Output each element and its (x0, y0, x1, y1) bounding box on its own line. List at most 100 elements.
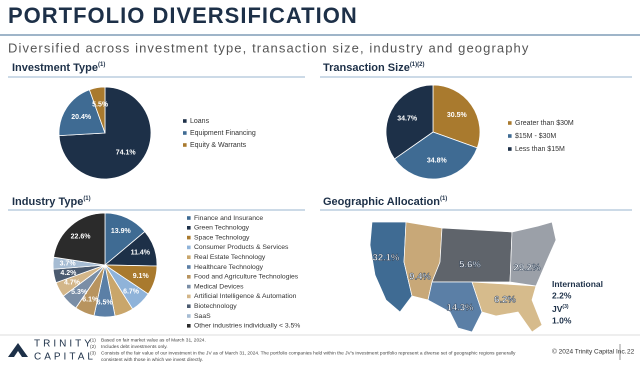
legend-label: Greater than $30M (515, 120, 574, 127)
extra-name: International (552, 279, 603, 289)
region-label: 14.3% (447, 303, 474, 314)
slice-label: 20.4% (71, 114, 92, 121)
copyright: © 2024 Trinity Capital Inc. (552, 348, 627, 356)
slice-label: 22.6% (71, 233, 92, 240)
legend-label: Loans (190, 118, 210, 125)
section-title: Industry Type(1) (12, 196, 91, 208)
pie-slice (393, 131, 478, 180)
legend-swatch (187, 255, 191, 259)
extra-note: (3) (562, 304, 568, 310)
section-title: Transaction Size(1)(2) (323, 62, 424, 74)
legend-label: Healthcare Technology (194, 264, 264, 271)
map-region (431, 227, 513, 283)
section-title-note: (1) (440, 196, 447, 202)
page-number: 22 (627, 349, 635, 356)
legend-swatch (187, 284, 191, 289)
legend-swatch (187, 314, 191, 318)
footnote-text: Based on fair market value as of March 3… (101, 337, 206, 343)
legend-swatch (183, 119, 187, 123)
slice-label: 4.2% (60, 270, 77, 277)
logo-text: TRINITY (34, 339, 94, 350)
legend-swatch (187, 226, 191, 230)
footnote-text: Consists of the fair value of our invest… (101, 350, 516, 356)
slice-label: 6.5% (97, 299, 114, 306)
legend-swatch (187, 245, 191, 250)
extra-value: 2.2% (552, 290, 572, 300)
footnote-text: consistent with those in which we invest… (101, 357, 203, 363)
legend-label: Food and Agriculture Technologies (194, 274, 299, 281)
slice-label: 34.7% (397, 115, 418, 122)
section-title: Geographic Allocation(1) (323, 196, 447, 208)
legend-swatch (508, 121, 512, 125)
legend-swatch (187, 294, 191, 299)
extra-name-text: JV (552, 304, 563, 314)
section-title-text: Industry Type (12, 196, 83, 208)
section-title-note: (1) (98, 62, 105, 68)
slice-label: 74.1% (116, 149, 137, 156)
region-label: 5.6% (459, 260, 481, 271)
legend-label: $15M - $30M (515, 133, 556, 140)
legend-label: Real Estate Technology (194, 254, 266, 261)
legend-swatch (187, 265, 191, 269)
section-title-text: Investment Type (12, 62, 98, 74)
section-title-note: (1)(2) (410, 62, 425, 68)
legend-swatch (508, 134, 512, 138)
legend-swatch (508, 147, 512, 151)
region-label: 29.2% (514, 263, 541, 274)
map-region (509, 221, 557, 287)
legend-swatch (183, 131, 187, 135)
pie-slice (53, 212, 106, 266)
slice-label: 6.1% (82, 296, 99, 303)
legend-label: Biotechnology (194, 303, 237, 310)
slice-label: 9.1% (133, 273, 150, 280)
pie-slice (88, 86, 106, 134)
pie-slice (385, 84, 434, 160)
legend-label: Less than $15M (515, 146, 565, 153)
legend-label: Medical Devices (194, 283, 244, 290)
slice-label: 4.7% (64, 280, 81, 287)
extra-value: 1.0% (552, 315, 572, 325)
section-title-note: (1) (83, 196, 90, 202)
legend-label: Space Technology (194, 234, 250, 241)
legend-label: Green Technology (194, 225, 250, 232)
logo-mark (14, 351, 22, 357)
legend-label: Other industries individually < 3.5% (194, 323, 300, 330)
slice-label: 6.7% (123, 289, 140, 296)
legend-swatch (187, 235, 191, 240)
footnote-marker: (3) (90, 350, 96, 356)
footnote-marker: (2) (90, 344, 96, 350)
legend-swatch (187, 216, 191, 220)
logo-text: CAPITAL (34, 352, 96, 363)
region-label: 9.4% (409, 272, 431, 283)
extra-name: JV(3) (552, 304, 569, 314)
legend-swatch (187, 275, 191, 279)
legend-label: Equity & Warrants (190, 142, 247, 149)
slice-label: 13.9% (111, 228, 132, 235)
legend-label: SaaS (194, 313, 211, 320)
logo-mark (8, 343, 28, 357)
section-title-text: Transaction Size (323, 62, 410, 74)
legend-label: Equipment Financing (190, 130, 256, 137)
pie-slice (432, 84, 481, 149)
legend-label: Finance and Insurance (194, 215, 263, 222)
slice-label: 11.4% (131, 249, 151, 256)
legend-swatch (187, 324, 191, 328)
legend-label: Consumer Products & Services (194, 244, 289, 251)
slice-label: 5.3% (71, 289, 88, 296)
extra-name-text: International (552, 279, 603, 289)
legend-label: Artificial Intelligence & Automation (194, 293, 297, 300)
slice-label: 34.8% (427, 158, 448, 165)
slide-title: PORTFOLIO DIVERSIFICATION (8, 3, 358, 28)
legend-swatch (183, 143, 187, 147)
slice-label: 5.5% (92, 102, 109, 109)
section-title: Investment Type(1) (12, 62, 105, 74)
section-title-text: Geographic Allocation (323, 196, 440, 208)
slice-label: 30.5% (447, 112, 468, 119)
map-region (471, 281, 543, 333)
slice-label: 3.7% (60, 261, 77, 268)
legend-swatch (187, 304, 191, 308)
footnote-text: Includes debt investments only. (101, 344, 168, 350)
region-label: 6.2% (494, 295, 516, 306)
